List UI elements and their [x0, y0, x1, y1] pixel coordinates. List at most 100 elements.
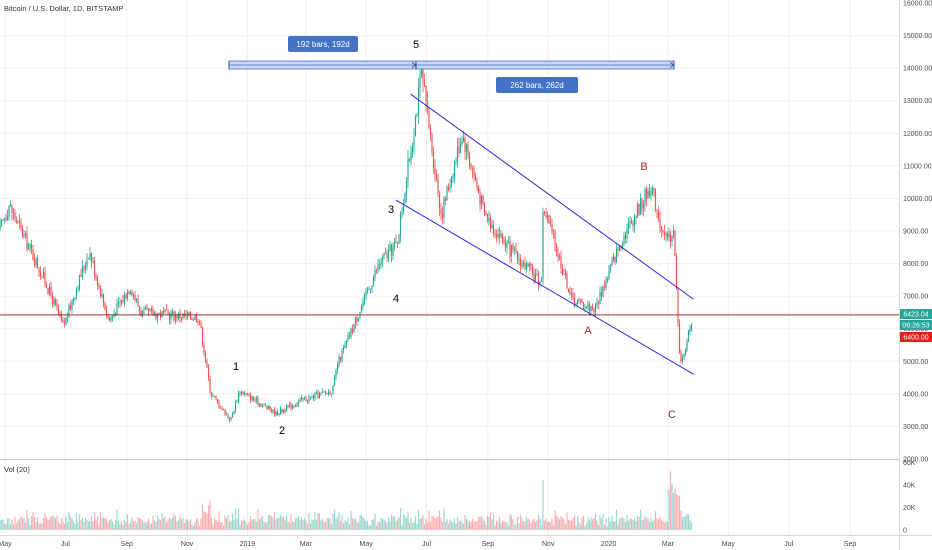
volume-bar: [585, 523, 588, 530]
candle-body: [404, 194, 406, 204]
candle-body: [92, 261, 94, 263]
candle-body: [150, 309, 153, 311]
candle-body: [111, 315, 114, 318]
candle-body: [15, 219, 18, 223]
volume-bar: [464, 514, 466, 530]
volume-bar: [192, 526, 195, 530]
candle-body: [642, 204, 645, 209]
volume-bar: [390, 514, 393, 530]
volume-bar: [534, 521, 537, 530]
volume-bar: [105, 518, 108, 530]
time-tick-label: Jul: [61, 541, 70, 548]
candle-body: [581, 299, 583, 302]
candle-body: [78, 274, 81, 290]
candle-body: [495, 234, 498, 238]
volume-bar: [447, 523, 450, 530]
candle-body: [687, 331, 690, 342]
volume-bar: [614, 521, 616, 530]
wave-label-4: 4: [393, 293, 399, 305]
volume-bar: [507, 525, 510, 530]
volume-bar: [363, 518, 366, 530]
candle-body: [191, 318, 193, 320]
candle-body: [627, 222, 630, 229]
candle-body: [129, 291, 132, 295]
candle-body: [110, 317, 112, 321]
time-tick-label: Jul: [422, 541, 431, 548]
time-tick-label: Sep: [120, 541, 133, 548]
volume-bar: [350, 510, 352, 530]
volume-bar: [230, 520, 232, 530]
candle-body: [302, 397, 304, 400]
candle-body: [212, 396, 214, 397]
volume-bar: [563, 519, 565, 530]
volume-bar: [305, 521, 307, 530]
candle-body: [108, 317, 111, 321]
volume-bar: [215, 519, 217, 530]
channel-lower-line[interactable]: [395, 199, 694, 375]
candle-body: [389, 244, 391, 251]
time-tick-label: Mar: [300, 541, 313, 548]
candle-body: [573, 297, 576, 306]
time-tick-label: Sep: [482, 541, 495, 548]
candle-body: [300, 397, 303, 400]
volume-bar: [47, 520, 49, 530]
wave-label-3: 3: [388, 204, 394, 216]
candle-body: [264, 404, 267, 407]
candle-body: [165, 309, 168, 311]
volume-bar: [78, 514, 81, 530]
candle-body: [254, 399, 256, 401]
candle-body: [246, 393, 249, 395]
candle-body: [168, 314, 171, 320]
volume-bar: [210, 517, 213, 530]
candle-body: [608, 270, 610, 280]
volume-bar: [465, 518, 468, 530]
volume-bar: [516, 516, 519, 530]
candle-body: [369, 288, 372, 290]
candle-body: [276, 411, 279, 416]
volume-bar: [177, 520, 180, 530]
date-range-measure[interactable]: [228, 60, 675, 70]
volume-bar: [239, 524, 241, 530]
volume-bar: [89, 520, 91, 530]
candle-body: [501, 233, 504, 241]
volume-bar: [431, 516, 433, 530]
candle-body: [596, 302, 598, 304]
volume-bar: [636, 516, 639, 530]
volume-bar: [107, 522, 109, 530]
candle-body: [483, 202, 486, 213]
volume-bar: [156, 515, 159, 530]
last-price-text: 6423.04: [903, 312, 928, 319]
channel-upper-line[interactable]: [410, 93, 694, 300]
volume-bar: [671, 483, 673, 530]
candle-body: [21, 227, 24, 237]
volume-bar: [524, 521, 526, 530]
volume-bar: [35, 521, 37, 530]
candle-body: [606, 279, 609, 280]
time-tick-label: 2020: [601, 541, 617, 548]
volume-bar: [209, 500, 211, 530]
volume-bar: [542, 479, 544, 530]
candle-body: [270, 410, 273, 413]
candle-body: [132, 294, 135, 296]
volume-tick-label: 60K: [903, 460, 916, 467]
candle-body: [38, 268, 40, 273]
countdown-tag: 06:26:53: [900, 320, 932, 330]
volume-bar: [519, 514, 522, 530]
volume-tick-label: 40K: [903, 483, 916, 490]
volume-bar: [467, 520, 469, 530]
volume-bar: [83, 521, 85, 530]
volume-bar: [354, 518, 357, 530]
candle-body: [291, 406, 294, 409]
candle-body: [317, 392, 319, 399]
candle-body: [47, 288, 49, 294]
time-tick-label: May: [722, 541, 736, 548]
candle-body: [423, 82, 426, 86]
volume-bar: [168, 517, 171, 530]
candle-body: [579, 299, 582, 301]
candle-body: [381, 256, 384, 263]
candle-body: [534, 274, 537, 281]
volume-bar: [129, 522, 132, 530]
candle-body: [666, 233, 669, 237]
candle-body: [315, 392, 318, 394]
